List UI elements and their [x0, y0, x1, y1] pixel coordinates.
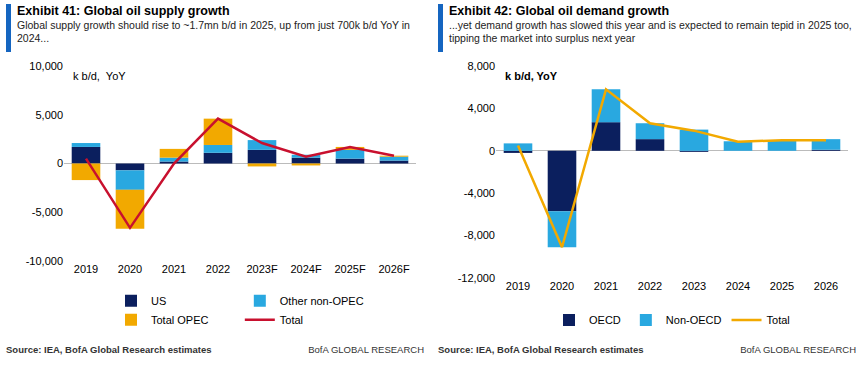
svg-text:0: 0	[489, 145, 495, 157]
svg-text:-10,000: -10,000	[26, 255, 63, 267]
svg-text:-8,000: -8,000	[464, 229, 495, 241]
svg-text:10,000: 10,000	[29, 60, 63, 72]
svg-text:-5,000: -5,000	[32, 206, 63, 218]
svg-text:4,000: 4,000	[467, 102, 495, 114]
svg-text:Non-OECD: Non-OECD	[666, 314, 722, 326]
html-text:BofA GLOBAL RESEARCH: BofA GLOBAL RESEARCH	[308, 344, 424, 355]
svg-text:Total: Total	[280, 314, 303, 326]
html-text:Global supply growth should ri: Global supply growth should rise to ~1.7…	[17, 19, 410, 44]
html-text:BofA GLOBAL RESEARCH: BofA GLOBAL RESEARCH	[740, 344, 856, 355]
html-text:Exhibit 42: Global oil demand: Exhibit 42: Global oil demand growth	[449, 4, 670, 18]
svg-text:OECD: OECD	[589, 314, 621, 326]
svg-text:2023F: 2023F	[246, 263, 277, 275]
svg-text:Total OPEC: Total OPEC	[151, 314, 209, 326]
svg-text:2020: 2020	[118, 263, 142, 275]
html-text:Source: IEA, BofA Global Resea: Source: IEA, BofA Global Research estima…	[438, 344, 644, 355]
svg-text:0: 0	[57, 157, 63, 169]
html-text:...yet demand growth has slowe: ...yet demand growth has slowed this yea…	[449, 19, 852, 44]
svg-text:2026: 2026	[814, 280, 838, 292]
html-text:Source: IEA, BofA Global Resea: Source: IEA, BofA Global Research estima…	[6, 344, 212, 355]
svg-text:2025: 2025	[770, 280, 794, 292]
html-text:Exhibit 41: Global oil supply: Exhibit 41: Global oil supply growth	[17, 4, 230, 18]
svg-text:2019: 2019	[506, 280, 530, 292]
svg-text:-4,000: -4,000	[464, 187, 495, 199]
svg-text:k b/d, YoY: k b/d, YoY	[505, 70, 558, 82]
svg-text:2019: 2019	[74, 263, 98, 275]
svg-text:2020: 2020	[550, 280, 574, 292]
svg-text:Total: Total	[767, 314, 790, 326]
svg-text:US: US	[151, 295, 166, 307]
svg-text:2022: 2022	[638, 280, 662, 292]
svg-text:2024: 2024	[726, 280, 750, 292]
svg-text:2021: 2021	[594, 280, 618, 292]
svg-text:2023: 2023	[682, 280, 706, 292]
svg-text:2022: 2022	[206, 263, 230, 275]
svg-text:-12,000: -12,000	[458, 272, 495, 284]
svg-text:Other non-OPEC: Other non-OPEC	[280, 295, 364, 307]
svg-text:k b/d, YoY: k b/d, YoY	[73, 70, 126, 82]
svg-text:2026F: 2026F	[378, 263, 409, 275]
svg-text:2025F: 2025F	[334, 263, 365, 275]
svg-text:2024F: 2024F	[290, 263, 321, 275]
svg-text:5,000: 5,000	[35, 109, 63, 121]
svg-text:8,000: 8,000	[467, 60, 495, 72]
svg-text:2021: 2021	[162, 263, 186, 275]
